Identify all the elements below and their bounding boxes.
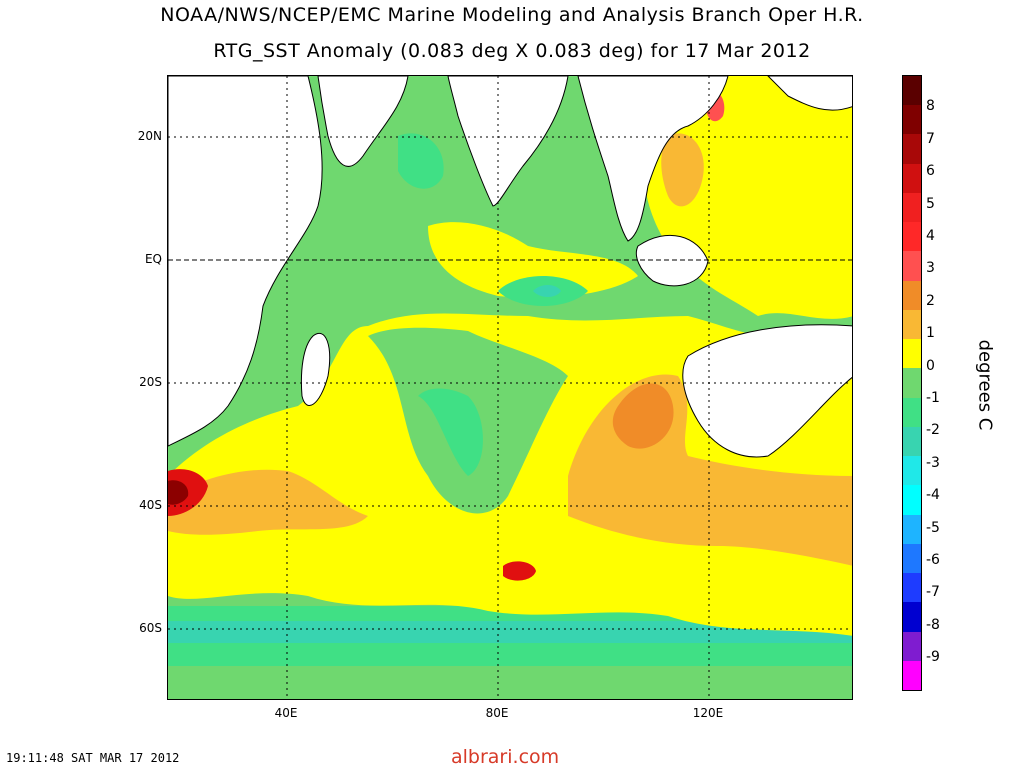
colorbar-tick-label: -9 — [926, 649, 940, 666]
land-pacific-north — [767, 76, 852, 111]
colorbar-segment — [903, 105, 921, 135]
land-australia — [682, 324, 852, 458]
anomaly-green-arabian — [398, 133, 444, 189]
anomaly-darkred-core — [168, 480, 189, 505]
anomaly-orange-core — [612, 383, 674, 449]
colorbar-segment — [903, 426, 921, 457]
colorbar-tick-label: 2 — [926, 292, 935, 309]
land-madagascar — [300, 333, 331, 406]
colorbar-tick-label: -7 — [926, 584, 940, 601]
ocean-band-cyan — [168, 621, 852, 643]
lon-label-80e: 80E — [485, 706, 509, 720]
colorbar-segment — [903, 660, 921, 691]
colorbar-tick-label: 6 — [926, 163, 935, 180]
graticule — [168, 76, 852, 699]
colorbar-tick-label: -1 — [926, 390, 940, 406]
colorbar-tick-label: 4 — [926, 228, 935, 244]
lon-label-120e: 120E — [692, 706, 724, 720]
colorbar-tick-label: -6 — [926, 552, 940, 568]
colorbar-tick-label: 8 — [926, 98, 935, 115]
lat-label-60s: 60S — [139, 621, 162, 635]
lat-label-20s: 20S — [139, 375, 162, 389]
timestamp: 19:11:48 SAT MAR 17 2012 — [6, 751, 180, 765]
colorbar — [902, 75, 922, 691]
title-line-2: RTG_SST Anomaly (0.083 deg X 0.083 deg) … — [213, 40, 811, 62]
map-canvas — [168, 76, 852, 699]
colorbar-segment — [903, 192, 921, 223]
lat-label-40s: 40S — [139, 498, 162, 512]
colorbar-segment — [903, 485, 921, 516]
lon-label-40e: 40E — [274, 706, 298, 720]
colorbar-tick-label: 0 — [926, 357, 935, 374]
anomaly-green-island — [418, 388, 483, 476]
colorbar-segment — [903, 602, 921, 633]
title-line-1: NOAA/NWS/NCEP/EMC Marine Modeling and An… — [160, 4, 864, 26]
watermark: albrari.com — [451, 746, 560, 768]
colorbar-segment — [903, 573, 921, 603]
colorbar-segment — [903, 280, 921, 311]
lat-label-eq: EQ — [144, 252, 162, 266]
lat-label-20n: 20N — [137, 129, 162, 143]
colorbar-segment — [903, 163, 921, 194]
anomaly-orange-scs — [661, 133, 704, 207]
colorbar-segment — [903, 309, 921, 340]
land-southeast-asia — [577, 76, 729, 242]
colorbar-segment — [903, 76, 921, 106]
colorbar-segment — [903, 222, 921, 252]
colorbar-tick-label: -3 — [926, 454, 940, 471]
colorbar-units-label: degrees C — [974, 339, 996, 431]
ocean-band-south — [168, 666, 852, 699]
colorbar-tick-label: 7 — [926, 130, 935, 147]
colorbar-segment — [903, 339, 921, 369]
colorbar-tick-label: -2 — [926, 422, 940, 439]
colorbar-segment — [903, 397, 921, 428]
colorbar-segment — [903, 134, 921, 165]
land-arabia — [317, 76, 409, 167]
colorbar-segment — [903, 368, 921, 399]
colorbar-segment — [903, 514, 921, 545]
colorbar-segment — [903, 543, 921, 574]
land-africa — [168, 76, 323, 447]
colorbar-tick-label: -4 — [926, 487, 940, 504]
land-borneo-sumatra — [635, 234, 709, 287]
colorbar-segment — [903, 456, 921, 486]
land-india — [447, 76, 569, 207]
colorbar-tick-label: -5 — [926, 519, 940, 536]
sst-anomaly-map — [167, 75, 853, 700]
colorbar-tick-label: 5 — [926, 195, 935, 212]
anomaly-red-south — [503, 561, 536, 581]
colorbar-segment — [903, 631, 921, 662]
anomaly-orange-west — [168, 469, 368, 535]
colorbar-segment — [903, 251, 921, 282]
colorbar-tick-label: -8 — [926, 616, 940, 633]
anomaly-cyan-equator — [533, 285, 561, 297]
colorbar-tick-label: 1 — [926, 325, 935, 342]
colorbar-tick-label: 3 — [926, 260, 935, 277]
